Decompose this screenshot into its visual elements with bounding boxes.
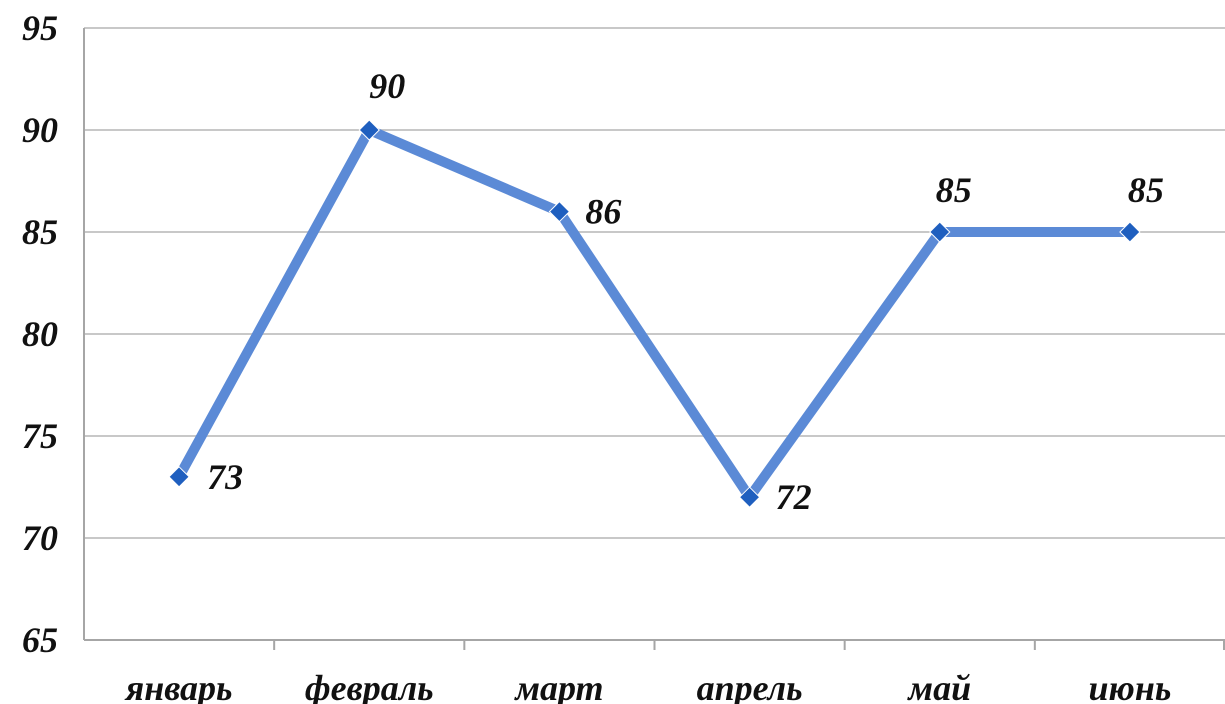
x-tick-label-5: май <box>906 668 971 704</box>
y-tick-label-85: 85 <box>22 212 58 252</box>
data-labels: 73 90 86 72 85 85 <box>207 66 1164 517</box>
x-tick-label-1: январь <box>124 668 233 704</box>
y-tick-label-90: 90 <box>22 110 58 150</box>
y-tick-label-65: 65 <box>22 620 58 660</box>
axes <box>83 28 1225 650</box>
data-point-май <box>929 221 951 243</box>
data-label-январь: 73 <box>207 457 243 497</box>
data-label-март: 86 <box>585 192 621 232</box>
y-tick-labels: 65 70 75 80 85 90 95 <box>22 8 58 660</box>
y-tick-label-75: 75 <box>22 416 58 456</box>
gridlines <box>84 27 1225 539</box>
data-label-май: 85 <box>936 170 972 210</box>
data-point-январь <box>168 466 190 488</box>
data-point-март <box>548 200 571 223</box>
data-point-февраль <box>358 119 380 141</box>
x-tick-label-4: апрель <box>697 668 803 704</box>
data-label-февраль: 90 <box>369 66 405 106</box>
x-tick-label-2: февраль <box>305 668 434 704</box>
y-tick-label-70: 70 <box>22 518 58 558</box>
y-tick-label-80: 80 <box>22 314 58 354</box>
data-point-июнь <box>1119 221 1141 243</box>
x-tick-label-3: март <box>513 668 603 704</box>
data-label-апрель: 72 <box>776 477 812 517</box>
x-tick-label-6: июнь <box>1089 668 1172 704</box>
series-layer <box>168 119 1141 508</box>
data-label-июнь: 85 <box>1128 170 1164 210</box>
x-tick-labels: январь февраль март апрель май июнь <box>124 668 1172 704</box>
series-line-1 <box>174 125 1135 503</box>
data-point-апрель <box>738 486 761 508</box>
y-tick-label-95: 95 <box>22 8 58 48</box>
